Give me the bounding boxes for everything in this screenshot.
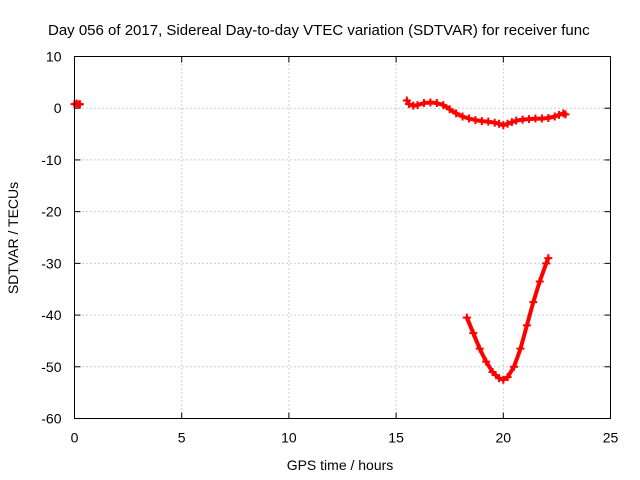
data-point	[512, 116, 521, 125]
y-tick-label: -50	[41, 359, 61, 375]
series-line	[464, 256, 551, 382]
data-point	[544, 254, 553, 263]
plot-frame	[74, 56, 611, 419]
x-tick-label: 15	[388, 430, 404, 446]
x-tick-label: 25	[603, 430, 619, 446]
data-point	[488, 367, 497, 376]
y-tick-label: -60	[41, 411, 61, 427]
series-segment-upper	[402, 96, 570, 130]
data-point	[471, 116, 480, 125]
x-tick-label: 20	[496, 430, 512, 446]
data-point	[499, 121, 508, 130]
data-point	[499, 375, 508, 384]
data-point	[529, 298, 538, 307]
data-point	[495, 374, 504, 383]
y-tick-label: -30	[41, 255, 61, 271]
data-point	[445, 105, 454, 114]
data-point	[550, 112, 559, 121]
series-segment-lower	[462, 254, 553, 384]
data-point	[516, 344, 525, 353]
chart-title: Day 056 of 2017, Sidereal Day-to-day VTE…	[48, 22, 590, 39]
data-point	[475, 344, 484, 353]
y-tick-label: -20	[41, 204, 61, 220]
x-tick-label: 10	[281, 430, 297, 446]
data-point	[469, 329, 478, 338]
data-point	[75, 100, 84, 109]
y-axis-label: SDTVAR / TECUs	[5, 182, 21, 294]
data-point	[484, 117, 493, 126]
data-point	[458, 112, 467, 121]
series-segment-start	[70, 99, 84, 109]
data-point	[413, 101, 422, 110]
x-tick-labels: 0 5 10 15 20 25	[71, 430, 619, 446]
y-tick-label: -40	[41, 307, 61, 323]
series-layer	[70, 96, 570, 384]
data-point	[544, 114, 553, 123]
x-axis-label: GPS time / hours	[287, 457, 394, 473]
data-point	[522, 321, 531, 330]
data-point	[452, 109, 461, 118]
data-point	[542, 259, 551, 268]
x-tick-label: 0	[71, 430, 79, 446]
data-point	[503, 119, 512, 128]
y-tick-label: 0	[54, 100, 62, 116]
data-point	[464, 114, 473, 123]
x-tick-label: 5	[178, 430, 186, 446]
y-tick-label: -10	[41, 152, 61, 168]
data-point	[439, 101, 448, 110]
data-point	[462, 313, 471, 322]
y-tick-labels: 10 0 -10 -20 -30 -40 -50 -60	[41, 49, 61, 427]
data-point	[482, 357, 491, 366]
data-point	[510, 362, 519, 371]
data-point	[535, 277, 544, 286]
data-point	[404, 100, 413, 109]
data-point	[561, 110, 570, 119]
grid-layer	[74, 56, 611, 419]
data-point	[503, 373, 512, 382]
data-point	[507, 118, 516, 127]
data-point	[490, 118, 499, 127]
y-tick-label: 10	[46, 49, 62, 65]
data-point	[432, 99, 441, 108]
data-point	[495, 119, 504, 128]
